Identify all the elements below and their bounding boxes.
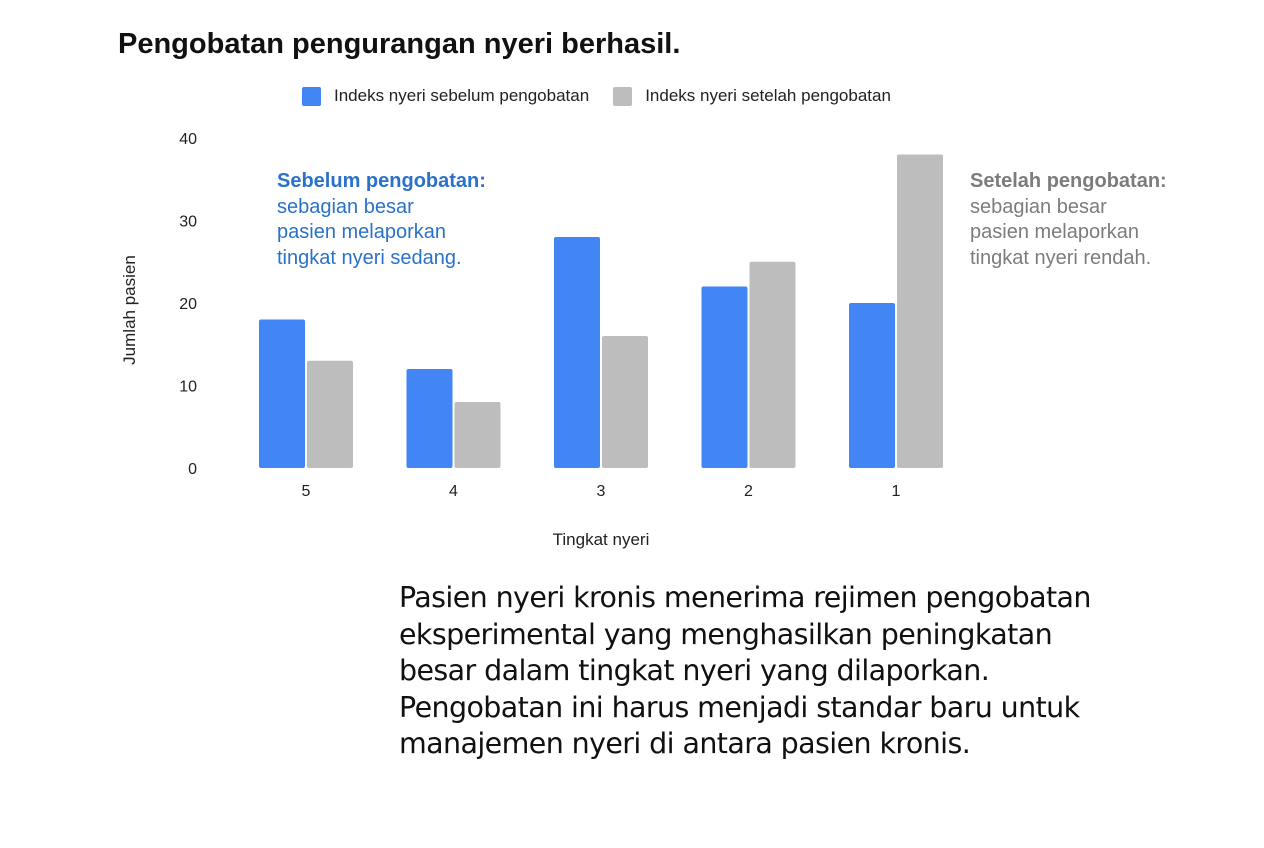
caption-line: manajemen nyeri di antara pasien kronis.: [399, 727, 971, 760]
annotation-after-heading: Setelah pengobatan:: [970, 170, 1167, 192]
chart-title: Pengobatan pengurangan nyeri berhasil.: [118, 28, 681, 60]
annotation-after: Setelah pengobatan: sebagian besar pasie…: [970, 169, 1167, 271]
x-tick-label: 2: [744, 483, 753, 500]
annotation-before-line: tingkat nyeri sedang.: [277, 246, 462, 269]
y-tick-label: 40: [179, 131, 197, 148]
y-axis-title: Jumlah pasien: [120, 255, 139, 365]
bar-after: [454, 402, 501, 468]
annotation-after-line: tingkat nyeri rendah.: [970, 246, 1152, 269]
legend-label-before: Indeks nyeri sebelum pengobatan: [334, 86, 590, 105]
y-tick-label: 30: [179, 214, 197, 231]
legend-item-after: Indeks nyeri setelah pengobatan: [613, 86, 891, 106]
annotation-before-line: pasien melaporkan: [277, 221, 446, 243]
x-tick-label: 5: [302, 483, 311, 500]
bar-after: [749, 261, 796, 468]
x-axis-title: Tingkat nyeri: [553, 530, 650, 549]
bar-before: [406, 369, 453, 468]
x-tick-label: 3: [597, 483, 606, 500]
bar-before: [554, 237, 600, 468]
bar-after: [602, 336, 648, 468]
annotation-before: Sebelum pengobatan: sebagian besar pasie…: [277, 169, 486, 271]
caption-line: Pasien nyeri kronis menerima rejimen pen…: [399, 581, 1091, 614]
caption-line: eksperimental yang menghasilkan peningka…: [399, 617, 1053, 651]
legend-item-before: Indeks nyeri sebelum pengobatan: [302, 86, 589, 106]
x-tick-label: 4: [449, 483, 458, 500]
annotation-after-line: sebagian besar: [970, 195, 1107, 218]
caption-line: besar dalam tingkat nyeri yang dilaporka…: [399, 654, 990, 687]
caption-line: Pengobatan ini harus menjadi standar bar…: [399, 690, 1080, 724]
legend: Indeks nyeri sebelum pengobatan Indeks n…: [302, 86, 915, 106]
y-tick-label: 20: [179, 296, 197, 313]
bar-before: [259, 319, 305, 468]
bar-after: [307, 360, 353, 468]
caption-paragraph: Pasien nyeri kronis menerima rejimen pen…: [399, 580, 1199, 763]
annotation-after-line: pasien melaporkan: [970, 221, 1139, 243]
legend-swatch-before: [302, 86, 321, 106]
y-tick-label: 10: [179, 379, 197, 396]
annotation-before-heading: Sebelum pengobatan:: [277, 170, 486, 192]
annotation-before-line: sebagian besar: [277, 195, 414, 218]
bar-chart: 0 10 20 30 40 5 4 3 2 1 Tingkat nyeri Jumlah pasien: [120, 131, 943, 549]
bar-before: [849, 303, 895, 468]
bar-before: [701, 286, 748, 468]
x-tick-label: 1: [892, 483, 901, 500]
bar-after: [897, 154, 943, 468]
legend-label-after: Indeks nyeri setelah pengobatan: [645, 86, 891, 105]
legend-swatch-after: [613, 86, 633, 106]
y-tick-label: 0: [188, 461, 197, 478]
